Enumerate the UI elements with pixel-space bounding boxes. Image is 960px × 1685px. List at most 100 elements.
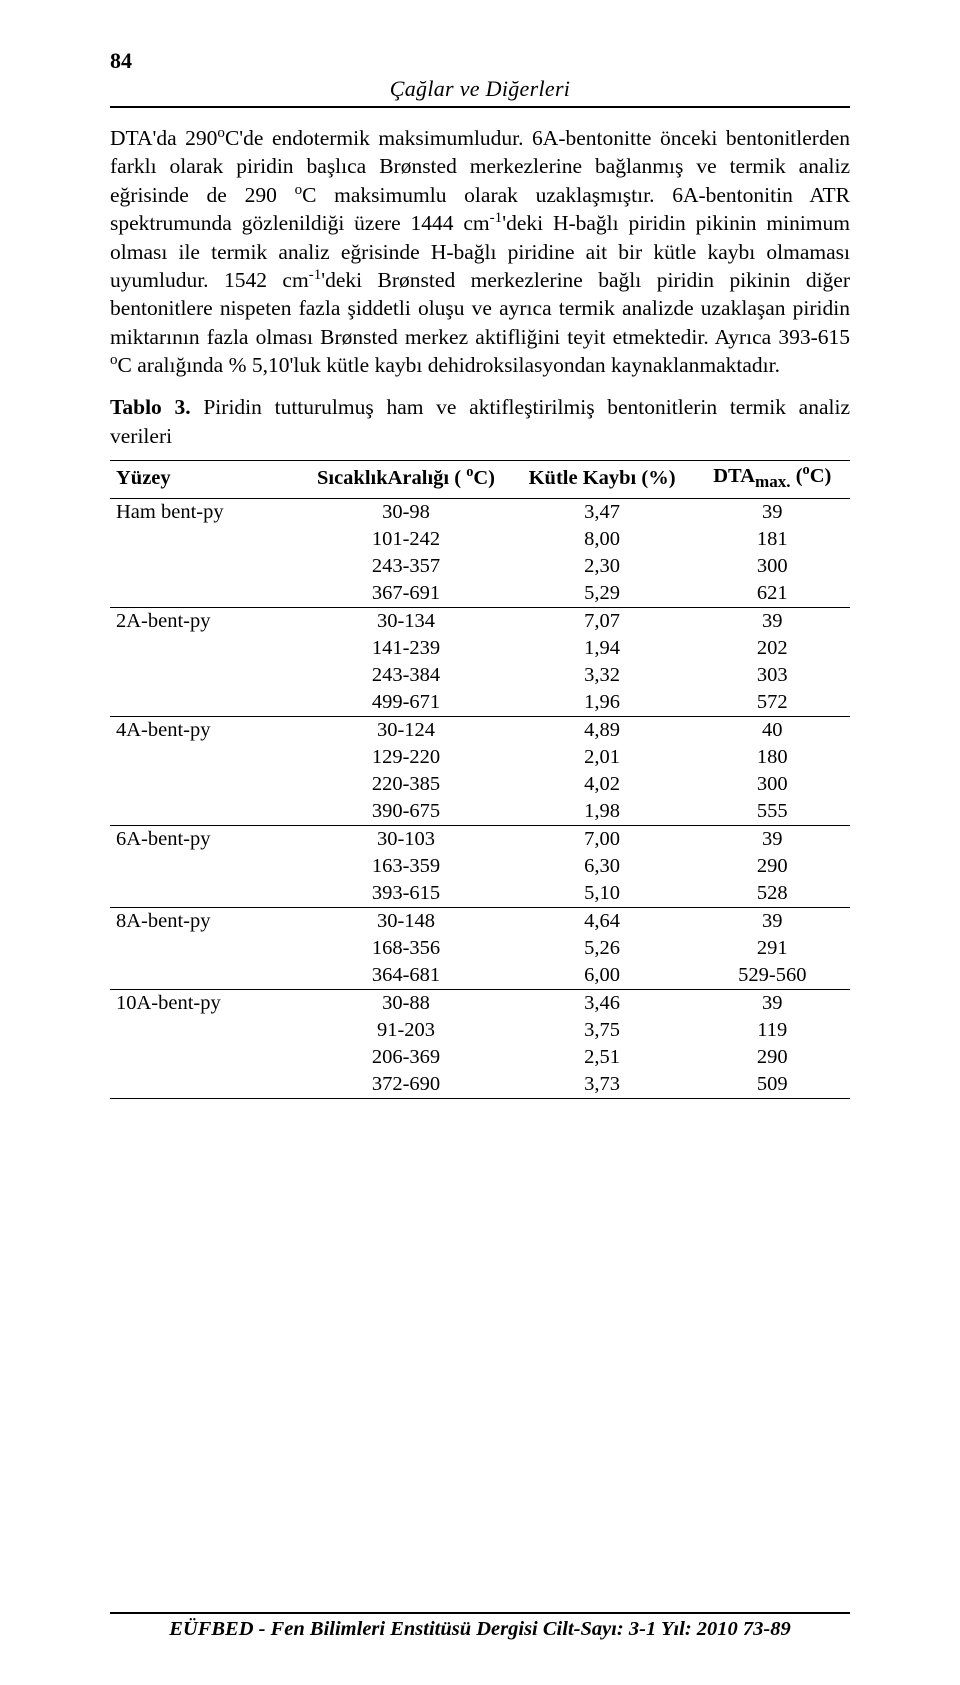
cell-dta-max: 181 [695, 526, 850, 553]
table-header-row: Yüzey SıcaklıkAralığı ( oC) Kütle Kaybı … [110, 461, 850, 499]
cell-dta-max: 290 [695, 853, 850, 880]
page-footer: EÜFBED - Fen Bilimleri Enstitüsü Dergisi… [110, 1612, 850, 1641]
table-row: 393-6155,10528 [110, 880, 850, 908]
table-caption: Tablo 3. Piridin tutturulmuş ham ve akti… [110, 393, 850, 450]
table-row: 4A-bent-py30-1244,8940 [110, 717, 850, 745]
th-mass: Kütle Kaybı (%) [510, 461, 695, 499]
table-row: 141-2391,94202 [110, 635, 850, 662]
cell-surface [110, 1044, 302, 1071]
cell-dta-max: 39 [695, 826, 850, 854]
table-row: 367-6915,29621 [110, 580, 850, 608]
cell-range: 30-148 [302, 908, 509, 936]
cell-surface [110, 635, 302, 662]
cell-surface: Ham bent-py [110, 499, 302, 527]
cell-surface [110, 1017, 302, 1044]
cell-dta-max: 300 [695, 553, 850, 580]
cell-dta-max: 290 [695, 1044, 850, 1071]
cell-dta-max: 300 [695, 771, 850, 798]
cell-range: 393-615 [302, 880, 509, 908]
cell-dta-max: 555 [695, 798, 850, 826]
cell-surface [110, 1071, 302, 1099]
cell-range: 141-239 [302, 635, 509, 662]
cell-mass-loss: 5,10 [510, 880, 695, 908]
cell-surface [110, 689, 302, 717]
table-row: 390-6751,98555 [110, 798, 850, 826]
cell-surface: 10A-bent-py [110, 990, 302, 1018]
cell-mass-loss: 1,96 [510, 689, 695, 717]
cell-mass-loss: 3,46 [510, 990, 695, 1018]
table-row: 168-3565,26291 [110, 935, 850, 962]
cell-range: 30-124 [302, 717, 509, 745]
th-range: SıcaklıkAralığı ( oC) [302, 461, 509, 499]
table-row: 243-3572,30300 [110, 553, 850, 580]
table-row: 220-3854,02300 [110, 771, 850, 798]
cell-dta-max: 202 [695, 635, 850, 662]
cell-range: 367-691 [302, 580, 509, 608]
cell-surface: 4A-bent-py [110, 717, 302, 745]
cell-mass-loss: 4,64 [510, 908, 695, 936]
header-rule [110, 106, 850, 108]
cell-mass-loss: 2,01 [510, 744, 695, 771]
cell-dta-max: 40 [695, 717, 850, 745]
cell-mass-loss: 4,89 [510, 717, 695, 745]
cell-surface [110, 798, 302, 826]
journal-page: 84 Çağlar ve Diğerleri DTA'da 290oC'de e… [0, 0, 960, 1685]
cell-mass-loss: 7,07 [510, 608, 695, 636]
table-row: Ham bent-py30-983,4739 [110, 499, 850, 527]
cell-dta-max: 621 [695, 580, 850, 608]
cell-range: 243-384 [302, 662, 509, 689]
cell-dta-max: 39 [695, 608, 850, 636]
cell-surface [110, 962, 302, 990]
cell-dta-max: 180 [695, 744, 850, 771]
table-row: 8A-bent-py30-1484,6439 [110, 908, 850, 936]
cell-dta-max: 303 [695, 662, 850, 689]
table-row: 243-3843,32303 [110, 662, 850, 689]
table-row: 6A-bent-py30-1037,0039 [110, 826, 850, 854]
table-row: 2A-bent-py30-1347,0739 [110, 608, 850, 636]
table-row: 129-2202,01180 [110, 744, 850, 771]
cell-surface [110, 880, 302, 908]
cell-range: 243-357 [302, 553, 509, 580]
cell-range: 206-369 [302, 1044, 509, 1071]
cell-dta-max: 291 [695, 935, 850, 962]
table-row: 10A-bent-py30-883,4639 [110, 990, 850, 1018]
cell-mass-loss: 5,29 [510, 580, 695, 608]
table-row: 163-3596,30290 [110, 853, 850, 880]
footer-text: EÜFBED - Fen Bilimleri Enstitüsü Dergisi… [110, 1618, 850, 1641]
cell-mass-loss: 1,94 [510, 635, 695, 662]
cell-surface [110, 853, 302, 880]
cell-mass-loss: 2,51 [510, 1044, 695, 1071]
cell-mass-loss: 1,98 [510, 798, 695, 826]
cell-range: 220-385 [302, 771, 509, 798]
cell-range: 30-98 [302, 499, 509, 527]
cell-range: 168-356 [302, 935, 509, 962]
cell-surface [110, 526, 302, 553]
cell-mass-loss: 3,75 [510, 1017, 695, 1044]
cell-range: 30-88 [302, 990, 509, 1018]
cell-surface [110, 744, 302, 771]
cell-surface [110, 935, 302, 962]
cell-mass-loss: 8,00 [510, 526, 695, 553]
cell-mass-loss: 6,00 [510, 962, 695, 990]
cell-surface: 2A-bent-py [110, 608, 302, 636]
cell-mass-loss: 3,47 [510, 499, 695, 527]
cell-range: 390-675 [302, 798, 509, 826]
table-row: 101-2428,00181 [110, 526, 850, 553]
thermal-analysis-table: Yüzey SıcaklıkAralığı ( oC) Kütle Kaybı … [110, 460, 850, 1099]
cell-dta-max: 39 [695, 990, 850, 1018]
cell-surface [110, 580, 302, 608]
cell-surface: 6A-bent-py [110, 826, 302, 854]
cell-mass-loss: 2,30 [510, 553, 695, 580]
cell-dta-max: 39 [695, 499, 850, 527]
cell-dta-max: 509 [695, 1071, 850, 1099]
cell-dta-max: 572 [695, 689, 850, 717]
table-row: 206-3692,51290 [110, 1044, 850, 1071]
cell-mass-loss: 6,30 [510, 853, 695, 880]
cell-mass-loss: 7,00 [510, 826, 695, 854]
cell-surface [110, 662, 302, 689]
cell-range: 499-671 [302, 689, 509, 717]
cell-dta-max: 39 [695, 908, 850, 936]
cell-surface [110, 771, 302, 798]
cell-range: 129-220 [302, 744, 509, 771]
cell-surface: 8A-bent-py [110, 908, 302, 936]
